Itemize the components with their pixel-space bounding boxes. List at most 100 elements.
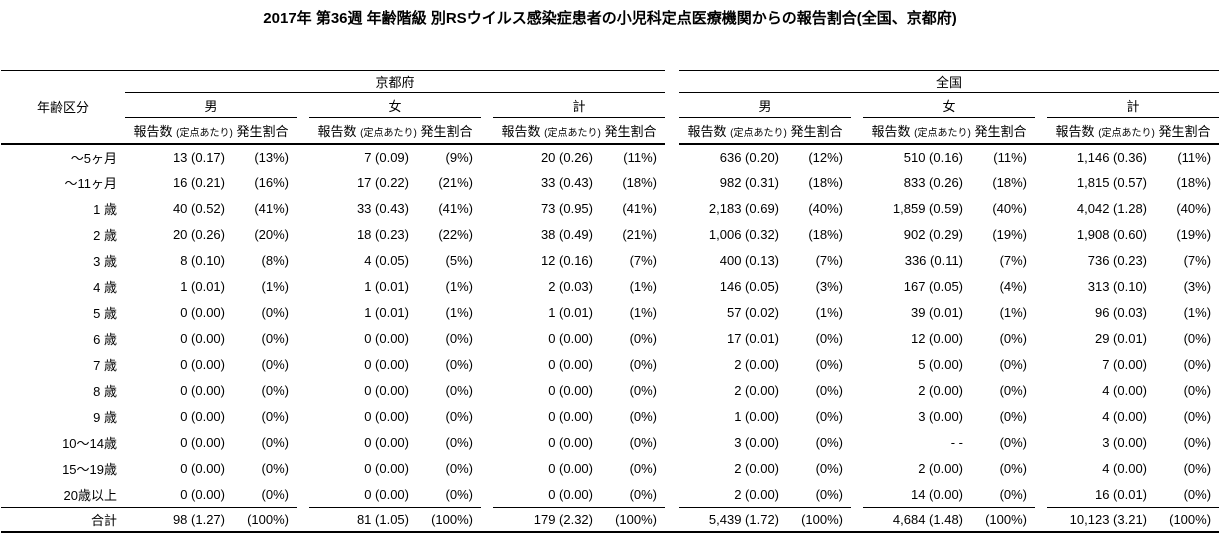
count-cell: 81 (1.05): [309, 507, 419, 533]
rate-cell: (18%): [808, 175, 844, 190]
group-gap: [665, 404, 679, 430]
count-cell: 4 (0.00): [1102, 461, 1148, 476]
count-cell: 3 (0.00): [918, 409, 964, 424]
table-row: 9 歳 0 (0.00) (0%) 0 (0.00) (0%) 0 (0.00) (0%) 1…: [1, 404, 1219, 430]
age-label: 3 歳: [93, 254, 117, 269]
sex-header-male: 男: [679, 92, 852, 118]
column-gap: [481, 248, 493, 274]
metric-header: 報告数 (定点あたり) 発生割合: [863, 117, 1036, 145]
rate-cell: (22%): [438, 227, 473, 242]
table-row: 2 歳 20 (0.26) (20%) 18 (0.23) (22%) 38 (0.49)…: [1, 222, 1219, 248]
column-gap: [481, 170, 493, 196]
rate-cell: (0%): [1183, 409, 1212, 424]
count-cell: 29 (0.01): [1094, 331, 1148, 346]
column-gap: [1035, 170, 1047, 196]
count-cell: 167 (0.05): [903, 279, 964, 294]
rate-cell: (0%): [261, 435, 289, 450]
count-cell: 0 (0.00): [180, 409, 225, 424]
count-cell: 8 (0.10): [180, 253, 225, 268]
count-cell: 0 (0.00): [548, 383, 593, 398]
count-cell: 902 (0.29): [903, 227, 964, 242]
count-cell: 7 (0.09): [364, 149, 409, 165]
rate-cell: (0%): [629, 461, 658, 476]
table-row: 5 歳 0 (0.00) (0%) 1 (0.01) (1%) 1 (0.01) (1%) 5…: [1, 300, 1219, 326]
count-cell: 1,859 (0.59): [892, 201, 964, 216]
sex-header-female: 女: [309, 92, 481, 118]
column-gap: [297, 196, 309, 222]
rate-header: 発生割合: [236, 123, 289, 139]
count-cell: 0 (0.00): [180, 435, 225, 450]
column-gap: [851, 507, 864, 533]
rate-cell: (40%): [992, 201, 1028, 216]
count-cell: 2 (0.00): [734, 357, 780, 372]
count-cell: 179 (2.32): [493, 507, 603, 533]
count-cell: 4 (0.05): [364, 253, 409, 268]
rate-cell: (100%): [973, 507, 1036, 533]
rate-cell: (0%): [999, 409, 1028, 424]
rate-cell: (0%): [1183, 357, 1212, 372]
column-gap: [297, 170, 309, 196]
count-cell: 2 (0.03): [548, 279, 593, 294]
count-cell: 0 (0.00): [364, 383, 409, 398]
count-cell: 736 (0.23): [1087, 253, 1148, 268]
rate-cell: (0%): [999, 461, 1028, 476]
rate-cell: (40%): [1176, 201, 1212, 216]
column-gap: [1035, 507, 1048, 533]
rate-cell: (0%): [261, 331, 289, 346]
rate-cell: (18%): [622, 175, 658, 190]
count-note: (定点あたり): [914, 127, 971, 139]
count-cell: 33 (0.43): [540, 175, 593, 190]
count-note: (定点あたり): [730, 127, 787, 139]
count-cell: 73 (0.95): [540, 201, 593, 216]
column-gap: [297, 482, 309, 508]
total-row: 合計 98 (1.27) (100%) 81 (1.05) (100%) 179 (2.3…: [1, 507, 1220, 533]
column-gap: [851, 117, 864, 145]
rate-cell: (0%): [999, 383, 1028, 398]
count-cell: 96 (0.03): [1094, 305, 1148, 320]
rate-cell: (0%): [629, 331, 658, 346]
rate-cell: (0%): [815, 435, 844, 450]
column-gap: [297, 93, 309, 118]
column-gap: [481, 274, 493, 300]
age-label: 合計: [1, 507, 125, 533]
count-cell: 98 (1.27): [125, 507, 235, 533]
count-cell: 5 (0.00): [918, 357, 964, 372]
rate-cell: (18%): [992, 175, 1028, 190]
count-cell: 2,183 (0.69): [708, 201, 780, 216]
count-cell: 40 (0.52): [172, 201, 225, 216]
metric-header: 報告数 (定点あたり) 発生割合: [309, 117, 481, 145]
group-gap: [665, 430, 679, 456]
column-gap: [1035, 326, 1047, 352]
count-cell: 1 (0.01): [180, 279, 225, 294]
rate-cell: (0%): [445, 486, 473, 502]
column-gap: [851, 274, 863, 300]
rate-cell: (18%): [808, 227, 844, 242]
column-gap: [851, 482, 863, 508]
count-cell: 2 (0.00): [734, 383, 780, 398]
count-cell: 0 (0.00): [548, 461, 593, 476]
rate-cell: (0%): [629, 486, 658, 502]
count-cell: 1,908 (0.60): [1076, 227, 1148, 242]
rate-cell: (0%): [629, 357, 658, 372]
count-cell: 3 (0.00): [734, 435, 780, 450]
rate-cell: (19%): [992, 227, 1028, 242]
rate-cell: (13%): [254, 149, 289, 165]
age-label: 20歳以上: [63, 487, 117, 503]
count-header: 報告数: [317, 123, 357, 139]
rate-cell: (0%): [445, 383, 473, 398]
count-cell: 0 (0.00): [180, 461, 225, 476]
rate-cell: (0%): [999, 331, 1028, 346]
age-label: 〜11ヶ月: [64, 176, 118, 191]
column-gap: [1035, 248, 1047, 274]
count-cell: 146 (0.05): [719, 279, 780, 294]
rate-cell: (41%): [438, 201, 473, 216]
column-gap: [1035, 430, 1047, 456]
rate-cell: (19%): [1176, 227, 1212, 242]
count-cell: 0 (0.00): [548, 486, 593, 502]
count-cell: 0 (0.00): [364, 461, 409, 476]
table-row: 10〜14歳 0 (0.00) (0%) 0 (0.00) (0%) 0 (0.00) (0…: [1, 430, 1219, 456]
count-note: (定点あたり): [1098, 127, 1155, 139]
column-gap: [481, 93, 493, 118]
rate-cell: (0%): [261, 305, 289, 320]
rate-cell: (9%): [445, 149, 473, 165]
